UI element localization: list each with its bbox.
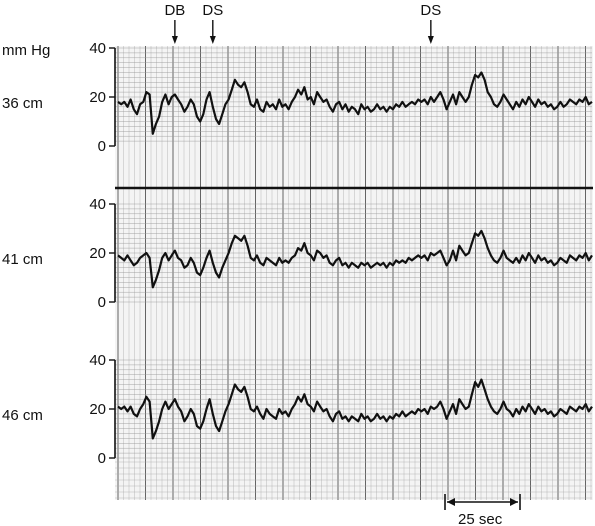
chart-panels: 0 20 40 36 cm 0 20 40 41 cm 0 20 40 46 cm <box>2 40 593 467</box>
time-scale-bar: 25 sec <box>444 494 521 526</box>
panel-label: 41 cm <box>2 251 43 268</box>
y-tick-label: 0 <box>98 138 106 155</box>
y-tick-label: 0 <box>98 294 106 311</box>
y-tick-label: 40 <box>89 40 106 57</box>
event-markers: DB DS DS <box>164 2 441 44</box>
time-scale-label: 25 sec <box>458 511 503 526</box>
pressure-trace-1 <box>117 71 593 135</box>
y-tick-label: 0 <box>98 450 106 467</box>
panel-label: 36 cm <box>2 95 43 112</box>
y-tick-label: 20 <box>89 245 106 262</box>
event-marker-label: DB <box>164 2 185 19</box>
event-marker-arrowhead <box>209 36 216 44</box>
y-tick-label: 40 <box>89 352 106 369</box>
unit-label: mm Hg <box>2 42 50 59</box>
event-marker-arrowhead <box>171 36 178 44</box>
y-tick-label: 20 <box>89 89 106 106</box>
event-marker-arrowhead <box>427 36 434 44</box>
event-marker-label: DS <box>420 2 441 19</box>
y-tick-label: 40 <box>89 196 106 213</box>
pressure-trace-2 <box>117 229 593 289</box>
chart-paper <box>115 46 593 500</box>
event-marker-label: DS <box>202 2 223 19</box>
panel-label: 46 cm <box>2 407 43 424</box>
pressure-trace-3 <box>117 378 593 440</box>
y-tick-label: 20 <box>89 401 106 418</box>
